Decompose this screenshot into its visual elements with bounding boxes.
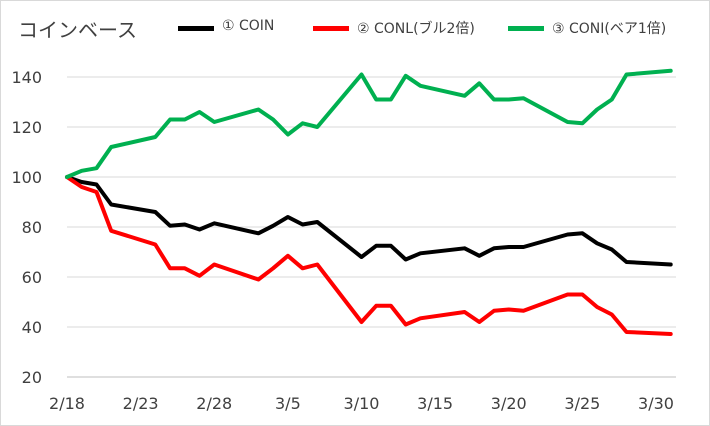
- x-tick-label: 2/28: [196, 394, 232, 413]
- legend-label-coni: ③ CONI(ベア1倍): [552, 21, 667, 37]
- y-axis-tick-labels: 20 40 60 80 100 120 140: [11, 68, 42, 387]
- legend-swatch-conl: [313, 26, 349, 31]
- y-tick-label: 20: [22, 368, 42, 387]
- x-tick-label: 3/10: [344, 394, 380, 413]
- x-tick-label: 3/15: [417, 394, 453, 413]
- gridlines: [67, 76, 676, 328]
- series-line-conl: [65, 175, 673, 336]
- series-line-coin: [65, 175, 673, 267]
- series-lines: [65, 68, 673, 336]
- y-tick-label: 140: [11, 68, 42, 87]
- x-tick-label: 3/30: [638, 394, 674, 413]
- y-tick-label: 80: [22, 218, 42, 237]
- x-tick-label: 3/25: [564, 394, 600, 413]
- y-tick-label: 100: [11, 168, 42, 187]
- legend-label-coin: ① COIN: [222, 18, 275, 34]
- y-tick-label: 60: [22, 268, 42, 287]
- chart-title: コインベース: [18, 18, 137, 42]
- x-tick-label: 2/18: [49, 394, 85, 413]
- legend-label-conl: ② CONL(ブル2倍): [357, 21, 475, 37]
- y-tick-label: 120: [11, 118, 42, 137]
- series-line-coni: [65, 68, 673, 179]
- x-tick-label: 2/23: [123, 394, 159, 413]
- x-tick-label: 3/20: [491, 394, 527, 413]
- x-axis-tick-labels: 2/18 2/23 2/28 3/5 3/10 3/15 3/20 3/25 3/30: [49, 394, 674, 413]
- y-tick-label: 40: [22, 318, 42, 337]
- legend-swatch-coin: [178, 26, 214, 31]
- x-tick-label: 3/5: [275, 394, 301, 413]
- legend-swatch-coni: [508, 26, 544, 31]
